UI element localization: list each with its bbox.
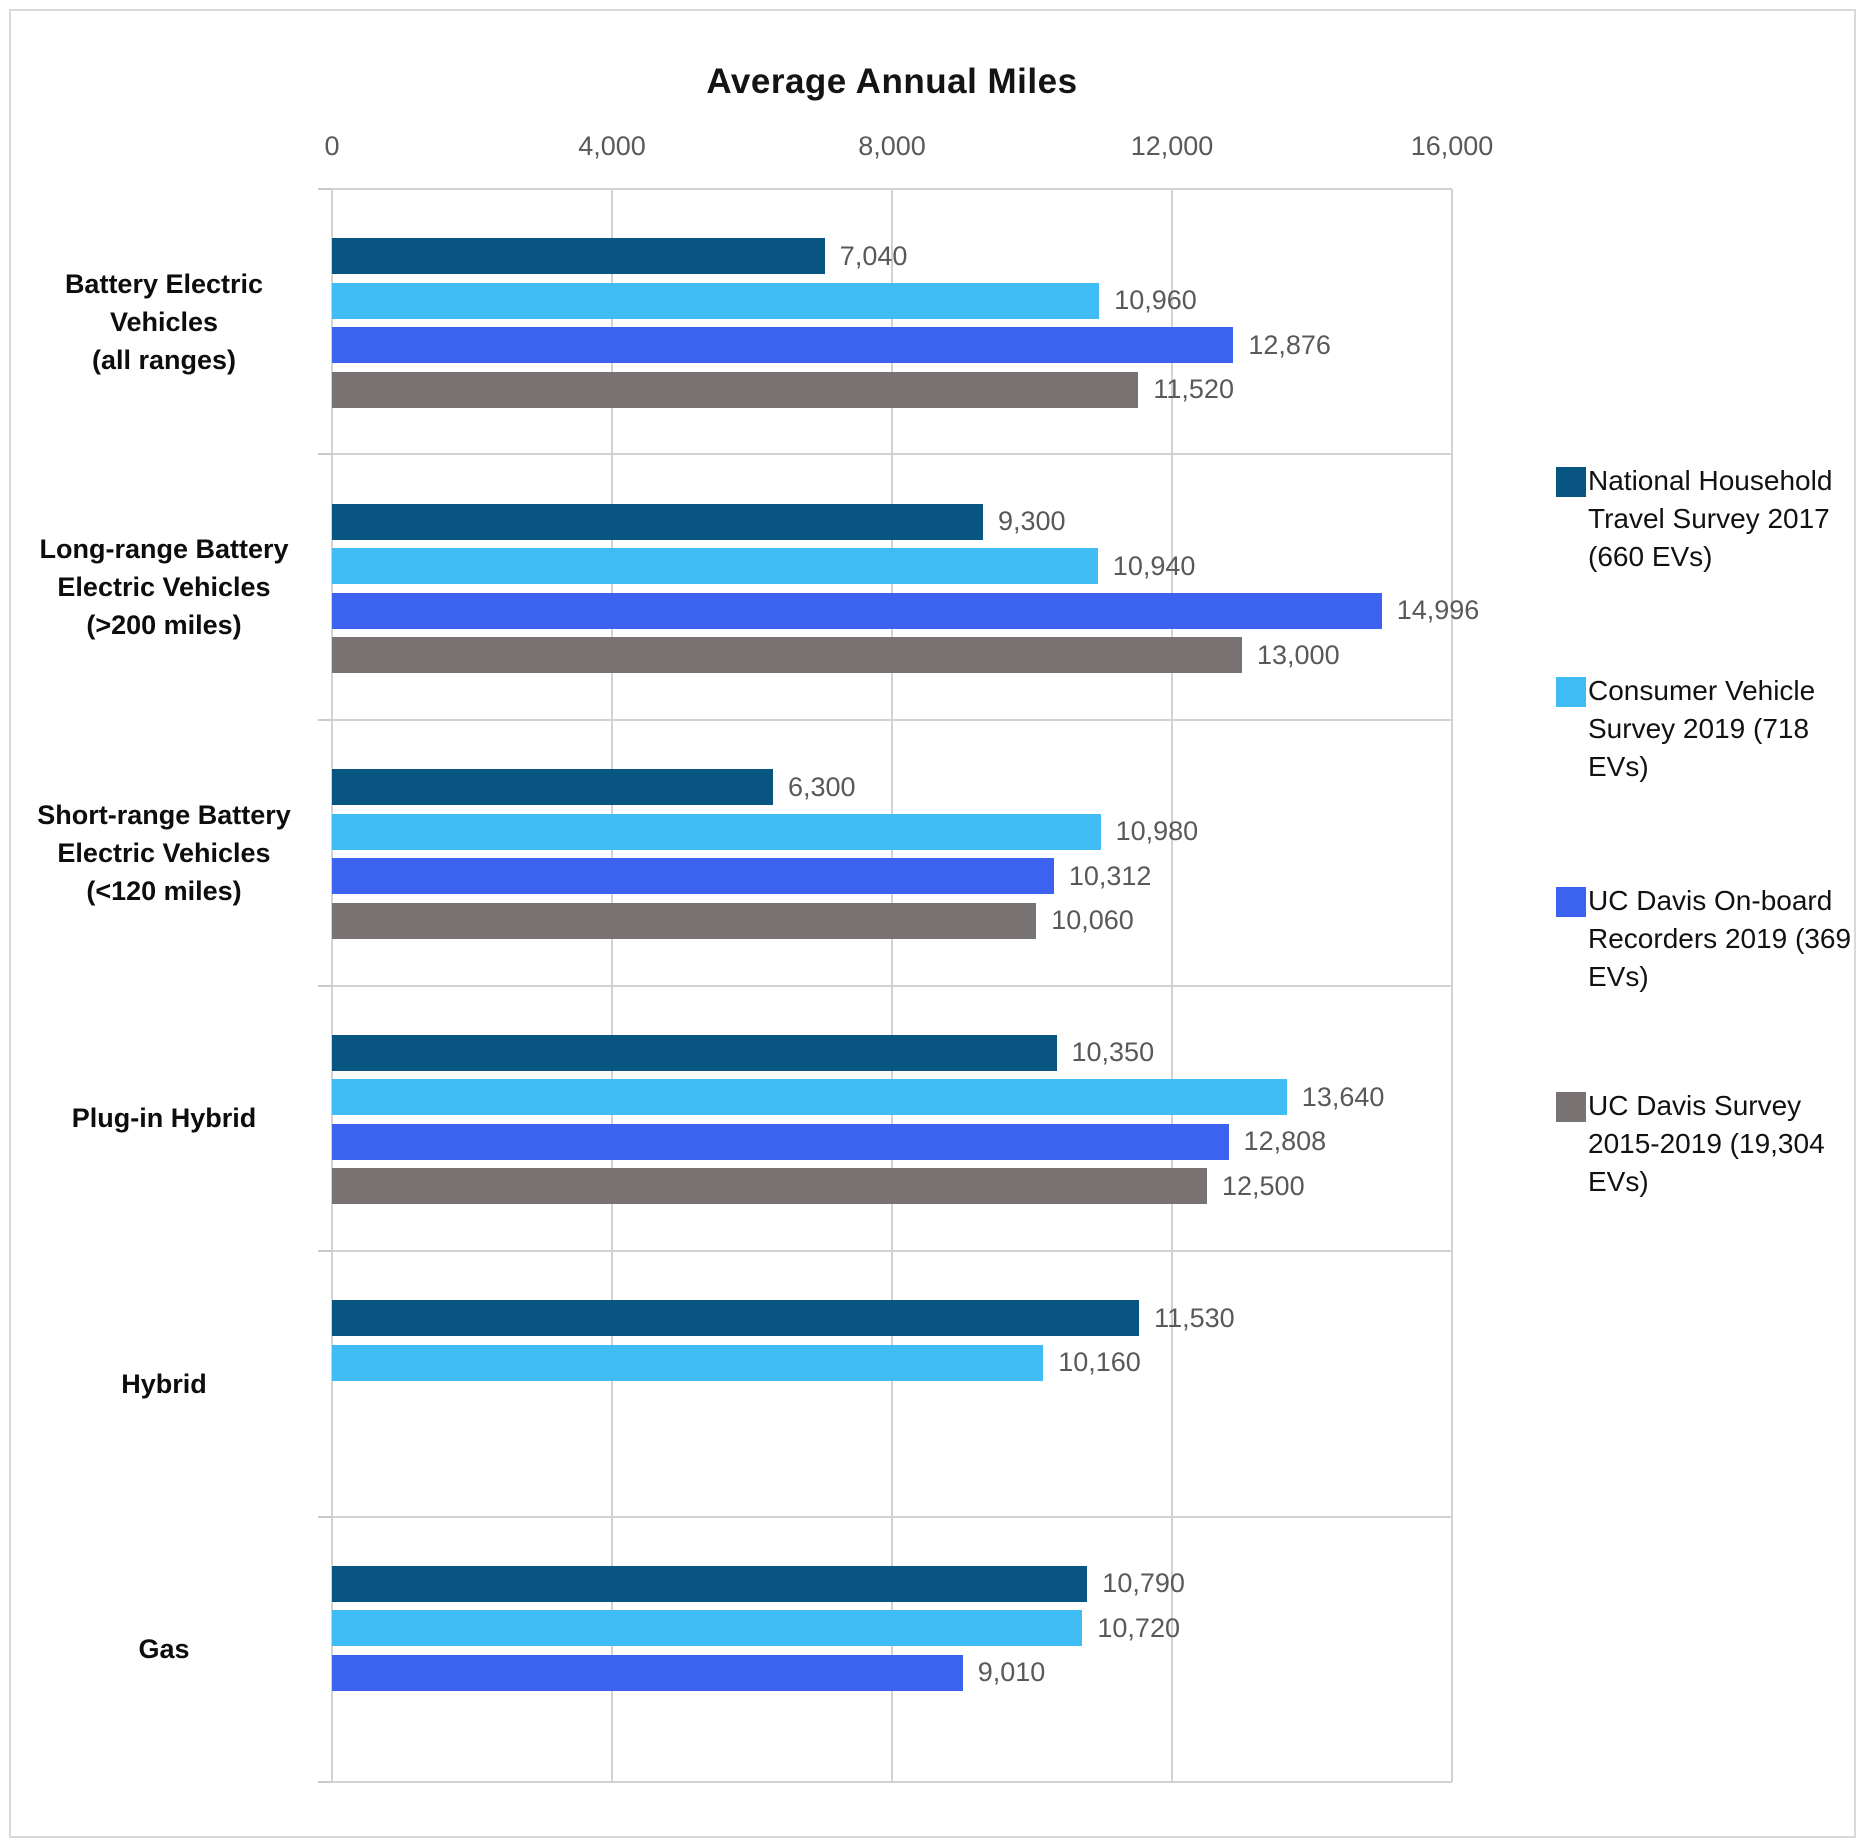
band-divider	[332, 1249, 1452, 1252]
axis-tick-mark	[318, 1781, 332, 1783]
bar	[332, 1654, 963, 1691]
bar-value-label: 6,300	[788, 771, 856, 802]
legend-swatch	[1556, 677, 1586, 707]
bar	[332, 769, 773, 805]
axis-tick-mark	[318, 984, 332, 987]
category-label: Plug-in Hybrid	[12, 1099, 316, 1137]
bar	[332, 592, 1382, 629]
category-label: Hybrid	[12, 1365, 316, 1403]
category-label-line: Vehicles	[109, 306, 219, 337]
bar-value-label: 13,000	[1257, 639, 1340, 670]
category-label-line: Gas	[138, 1634, 190, 1665]
bar-value-label: 10,940	[1112, 550, 1196, 581]
bar	[332, 327, 1234, 363]
bar-value-label: 10,312	[1068, 860, 1152, 891]
legend-swatch	[1556, 1092, 1586, 1122]
legend-item: National Household Travel Survey 2017 (6…	[1556, 462, 1854, 576]
band-divider	[332, 1781, 1452, 1783]
bar-value-label: 11,530	[1154, 1302, 1235, 1333]
axis-tick-mark	[318, 453, 332, 456]
legend-item: UC Davis On-board Recorders 2019 (369 EV…	[1556, 882, 1854, 996]
category-label: Gas	[12, 1630, 316, 1668]
bar	[332, 1565, 1088, 1602]
bar	[332, 503, 983, 540]
category-label-line: Electric Vehicles	[57, 572, 271, 603]
category-label-line: Plug-in Hybrid	[71, 1103, 257, 1134]
band-divider	[332, 1515, 1452, 1518]
axis-tick-mark	[318, 1249, 332, 1252]
category-label-line: Long-range Battery	[39, 534, 289, 565]
bar	[332, 1123, 1229, 1160]
axis-tick-mark	[318, 188, 332, 190]
x-axis-tick-label: 0	[324, 131, 340, 161]
legend-label: UC Davis On-board Recorders 2019 (369 EV…	[1588, 885, 1852, 992]
bar-value-label: 10,060	[1051, 905, 1134, 935]
bar-value-label: 14,996	[1396, 595, 1480, 625]
band-divider	[332, 718, 1452, 721]
bar-value-label: 11,520	[1153, 374, 1234, 404]
legend-label: Consumer Vehicle Survey 2019 (718 EVs)	[1588, 675, 1816, 782]
band-divider	[332, 188, 1452, 190]
category-label-line: Short-range Battery	[37, 799, 291, 830]
bar	[332, 1300, 1140, 1336]
bar	[332, 548, 1098, 584]
x-axis-tick-label: 4,000	[578, 131, 646, 161]
category-label-line: (all ranges)	[91, 344, 237, 375]
bar	[332, 1610, 1083, 1646]
axis-tick-mark	[318, 718, 332, 721]
legend-item: Consumer Vehicle Survey 2019 (718 EVs)	[1556, 672, 1854, 786]
bar-value-label: 13,640	[1301, 1081, 1385, 1112]
bar	[332, 1168, 1207, 1204]
category-label: Battery Electric Vehicles (all ranges)	[12, 265, 316, 379]
bar-value-label: 12,876	[1248, 329, 1331, 360]
legend-swatch	[1556, 887, 1586, 917]
category-label-line: Battery Electric	[64, 268, 264, 299]
bar-value-label: 9,010	[977, 1657, 1046, 1687]
gridline	[1451, 189, 1453, 1782]
page-border	[9, 9, 1856, 1838]
bar	[332, 282, 1100, 319]
bar-value-label: 10,350	[1071, 1037, 1155, 1067]
bar	[332, 813, 1101, 850]
legend-label: UC Davis Survey 2015-2019 (19,304 EVs)	[1588, 1090, 1825, 1197]
legend-swatch	[1556, 467, 1586, 497]
bar-value-label: 12,808	[1243, 1126, 1327, 1156]
bar	[332, 238, 825, 274]
band-divider	[332, 984, 1452, 987]
bar	[332, 371, 1139, 408]
bar-value-label: 10,980	[1115, 816, 1199, 846]
x-axis-tick-label: 8,000	[858, 131, 926, 161]
bar-value-label: 9,300	[998, 506, 1066, 536]
bar-value-label: 12,500	[1222, 1170, 1305, 1201]
bar	[332, 902, 1037, 939]
legend-label: National Household Travel Survey 2017 (6…	[1588, 465, 1833, 572]
x-axis-tick-label: 16,000	[1410, 131, 1494, 161]
category-label: Long-range Battery Electric Vehicles (>200…	[12, 530, 316, 644]
legend-item: UC Davis Survey 2015-2019 (19,304 EVs)	[1556, 1087, 1854, 1201]
category-label-line: Electric Vehicles	[57, 837, 271, 868]
axis-tick-mark	[318, 1515, 332, 1518]
category-label-line: (>200 miles)	[86, 610, 242, 641]
plot-area: 7,040 9,300 6,300 10,350 11,530 10,790 10,960 1…	[318, 188, 1479, 1783]
category-label-line: Hybrid	[121, 1368, 207, 1399]
bar	[332, 858, 1054, 894]
bar-value-label: 7,040	[839, 240, 908, 271]
bar	[332, 1079, 1287, 1115]
bar-value-label: 10,720	[1097, 1612, 1180, 1643]
bar	[332, 637, 1242, 673]
bar	[332, 1034, 1057, 1071]
bar-value-label: 10,160	[1058, 1347, 1141, 1377]
category-label-line: (<120 miles)	[86, 875, 242, 906]
bar-value-label: 10,790	[1102, 1568, 1185, 1598]
category-label: Short-range Battery Electric Vehicles (<12…	[12, 796, 316, 910]
chart-title: Average Annual Miles	[706, 62, 1078, 101]
bar	[332, 1344, 1044, 1381]
bar-value-label: 10,960	[1114, 285, 1197, 315]
band-divider	[332, 453, 1452, 456]
x-axis-tick-label: 12,000	[1130, 131, 1214, 161]
